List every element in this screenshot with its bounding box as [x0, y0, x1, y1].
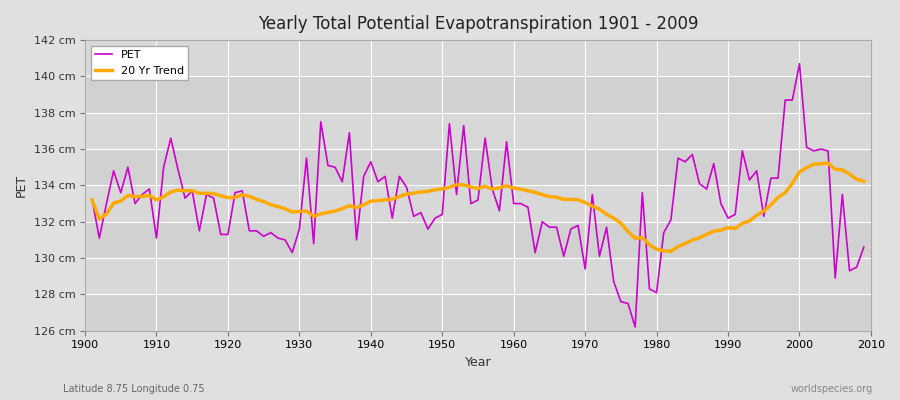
Bar [85, 222, 871, 258]
Line: PET: PET [92, 64, 864, 327]
X-axis label: Year: Year [464, 356, 491, 369]
20 Yr Trend [823, 161, 833, 166]
Legend: PET, 20 Yr Trend: PET, 20 Yr Trend [91, 46, 188, 80]
20 Yr Trend [665, 249, 676, 254]
PET [302, 156, 312, 160]
Bar [85, 40, 871, 76]
Bar [85, 258, 871, 294]
Bar [85, 113, 871, 149]
Title: Yearly Total Potential Evapotranspiration 1901 - 2009: Yearly Total Potential Evapotranspiratio… [257, 15, 698, 33]
Bar [85, 186, 871, 222]
20 Yr Trend [859, 179, 869, 184]
Line: 20 Yr Trend: 20 Yr Trend [92, 163, 864, 251]
Y-axis label: PET: PET [15, 174, 28, 197]
PET [501, 140, 512, 144]
PET [344, 130, 355, 135]
PET [630, 325, 641, 330]
20 Yr Trend [144, 193, 155, 198]
PET [594, 254, 605, 259]
20 Yr Trend [501, 184, 512, 188]
20 Yr Trend [508, 186, 519, 190]
Bar [85, 76, 871, 113]
PET [144, 187, 155, 192]
PET [86, 198, 97, 202]
PET [794, 61, 805, 66]
Bar [85, 149, 871, 186]
20 Yr Trend [594, 207, 605, 212]
Text: worldspecies.org: worldspecies.org [791, 384, 873, 394]
PET [508, 201, 519, 206]
20 Yr Trend [302, 209, 312, 214]
20 Yr Trend [344, 203, 355, 208]
Bar [85, 294, 871, 331]
Text: Latitude 8.75 Longitude 0.75: Latitude 8.75 Longitude 0.75 [63, 384, 204, 394]
PET [859, 245, 869, 250]
20 Yr Trend [86, 198, 97, 202]
